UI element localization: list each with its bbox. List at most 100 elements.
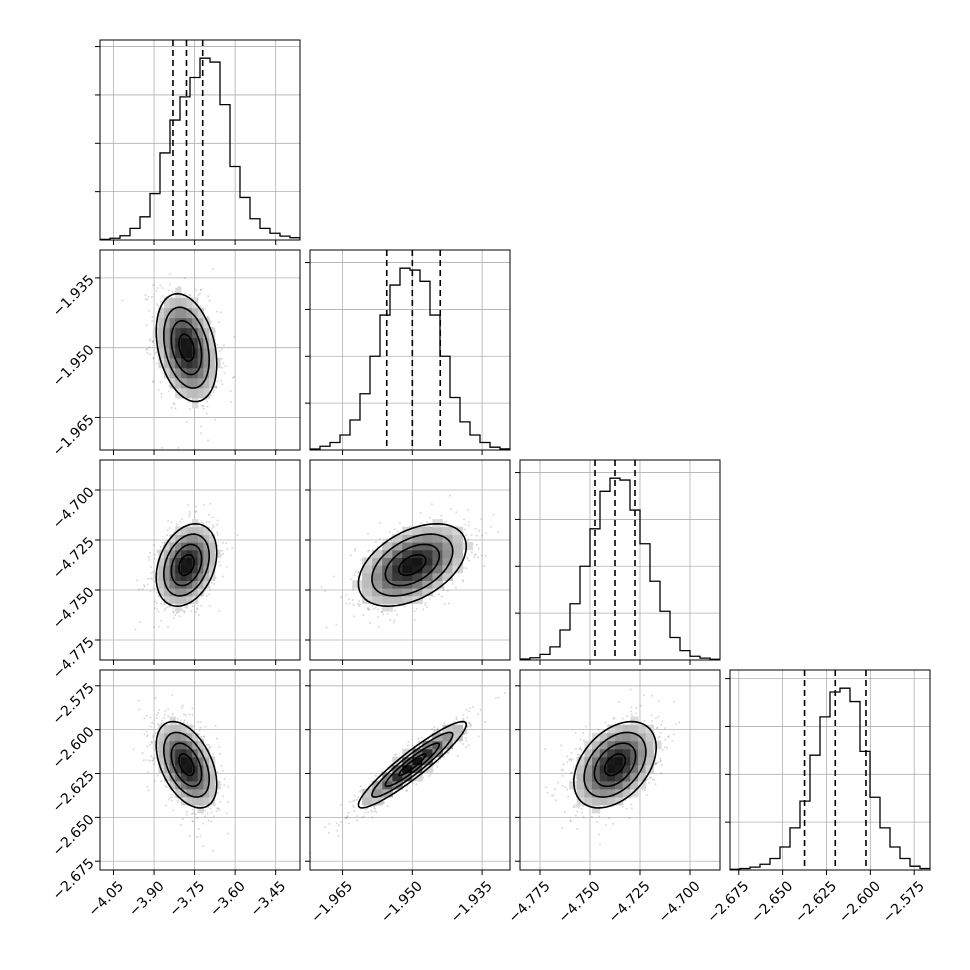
panel-frame [99, 669, 301, 871]
sample-point [166, 529, 169, 531]
sample-point [373, 805, 375, 808]
sample-point [164, 713, 167, 716]
sample-point [156, 608, 159, 611]
density-cell [158, 724, 165, 734]
sample-point [195, 510, 198, 513]
sample-point [204, 815, 207, 818]
density-cell [392, 557, 403, 566]
density-cell [382, 595, 393, 604]
density-cell [372, 572, 383, 581]
sample-point [351, 804, 354, 807]
sample-point [167, 626, 169, 629]
density-cell [392, 595, 403, 604]
sample-point [148, 556, 150, 558]
sample-point [424, 604, 427, 606]
sample-point [216, 771, 219, 774]
sample-point [181, 704, 184, 707]
sample-point [381, 770, 383, 773]
density-cell [412, 542, 423, 551]
sample-point [353, 809, 356, 812]
sample-point [182, 721, 185, 724]
sample-point [455, 718, 458, 721]
density-cell [203, 526, 210, 535]
sample-point [156, 551, 159, 554]
sample-point [146, 348, 148, 350]
sample-point [426, 520, 429, 523]
sample-point [152, 736, 155, 739]
sample-point [225, 542, 228, 545]
sample-point [170, 521, 173, 524]
sample-point [149, 338, 152, 341]
sample-point [198, 613, 200, 616]
density-cell [186, 387, 193, 399]
density-cell [175, 327, 182, 339]
density-cell [169, 732, 176, 742]
sample-point [200, 735, 203, 738]
sample-point [188, 713, 191, 716]
density-cell [169, 764, 176, 774]
density-cell [164, 595, 171, 604]
density-cell [452, 534, 463, 543]
density-cell [214, 780, 221, 790]
sample-point [405, 790, 408, 793]
sample-point [431, 728, 434, 731]
sample-point [192, 812, 195, 815]
density-cell [164, 580, 171, 589]
sample-point [420, 521, 423, 524]
sample-point [218, 560, 221, 563]
sample-point [448, 494, 451, 497]
sample-point [183, 610, 186, 613]
density-cell [164, 740, 171, 750]
density-cell [203, 764, 210, 774]
sample-point [212, 391, 215, 394]
sample-point [455, 716, 458, 719]
sample-point [223, 372, 226, 375]
sample-point [194, 610, 197, 613]
density-cell [362, 788, 373, 798]
density-cell [180, 357, 188, 369]
density-cell [192, 796, 199, 806]
density-cell [164, 542, 171, 551]
sample-point [167, 715, 170, 718]
sample-point [215, 387, 218, 389]
sample-point [149, 353, 152, 356]
density-cell [452, 557, 463, 566]
sample-point [443, 586, 446, 589]
density-cell [209, 377, 216, 389]
sample-point [415, 783, 418, 786]
density-cell [209, 549, 216, 558]
sample-point [446, 752, 449, 754]
sample-point [177, 611, 180, 614]
density-cell [169, 588, 176, 597]
density-cell [180, 572, 188, 581]
density-cell [442, 542, 453, 551]
density-cell [180, 756, 188, 766]
sample-point [170, 406, 173, 409]
density-cell [164, 317, 171, 329]
sample-point [226, 800, 229, 803]
sample-point [396, 613, 399, 616]
panel-frame [99, 249, 301, 451]
sample-point [203, 735, 206, 738]
density-cell [180, 549, 188, 558]
density-cell [412, 572, 423, 581]
sample-point [210, 581, 213, 584]
sample-point [206, 744, 209, 746]
sample-point [204, 809, 206, 812]
density-cell [180, 748, 188, 758]
sample-point [149, 551, 152, 554]
sample-point [160, 602, 162, 605]
sample-point [151, 721, 154, 724]
density-cell [362, 565, 373, 574]
density-cell [186, 526, 193, 535]
sample-point [202, 405, 205, 408]
sample-point [406, 785, 409, 788]
sample-point [159, 381, 162, 384]
sample-point [229, 401, 232, 404]
density-cell [432, 565, 443, 574]
density-cell [169, 565, 176, 574]
density-cell [432, 534, 443, 543]
sample-point [469, 725, 472, 728]
sample-point [390, 767, 392, 770]
density-cell [422, 534, 433, 543]
